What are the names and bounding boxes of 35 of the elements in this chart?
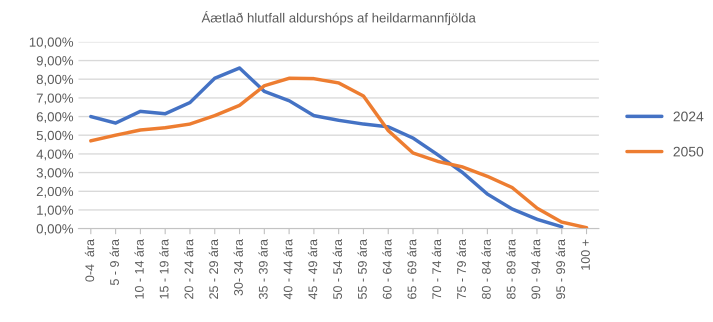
x-tick-label: 20 - 24 ára [184,239,194,299]
x-tick-label: 95 - 99 ára [556,239,566,299]
y-tick-label: 0,00% [36,224,74,236]
y-tick-label: 10,00% [30,37,74,48]
x-tick-label: 35 - 39 ára [258,239,268,300]
legend-label: 2050 [674,146,704,157]
x-tick-label: 75 - 79 ára [456,239,466,299]
y-tick-label: 5,00% [36,130,74,142]
x-tick-label: 10 - 14 ára [134,239,144,299]
x-tick-label: 70 - 74 ára [432,239,442,299]
x-tick-label: 100 + [581,240,590,270]
x-tick-label: 50 - 54 ára [332,239,342,299]
y-tick-label: 8,00% [36,74,74,86]
y-tick-label: 7,00% [36,93,74,104]
x-tick-label: 65 - 69 ára [407,239,416,299]
x-tick-label: 5 - 9 ára [110,239,119,286]
x-tick-label: 0-4 ára [84,239,94,282]
x-tick-label: 25 - 29 ára [208,239,218,299]
y-tick-label: 1,00% [37,206,74,216]
y-tick-label: 9,00% [36,56,74,68]
x-tick-label: 60 - 64 ára [382,239,392,299]
y-tick-label: 6,00% [36,112,74,124]
x-tick-label: 85 - 89 ára [506,239,516,299]
y-tick-label: 3,00% [36,168,74,180]
y-tick-label: 4,00% [36,149,74,160]
x-tick-label: 55 - 59 ára [357,239,367,299]
x-tick-label: 15 - 19 ára [159,239,169,299]
x-tick-label: 80 - 84 ára [481,239,491,299]
x-tick-label: 90 - 94 ára [530,239,540,299]
x-tick-label: 45 - 49 ára [308,239,318,300]
x-tick-label: 30- 34 ára [234,239,243,296]
x-tick-label: 40 - 44 ára [283,239,292,300]
y-tick-label: 2,00% [36,186,74,198]
chart-title: Áætlað hlutfall aldurshóps af heildarmannfjölda [202,10,476,26]
legend-label: 2024 [674,112,704,122]
